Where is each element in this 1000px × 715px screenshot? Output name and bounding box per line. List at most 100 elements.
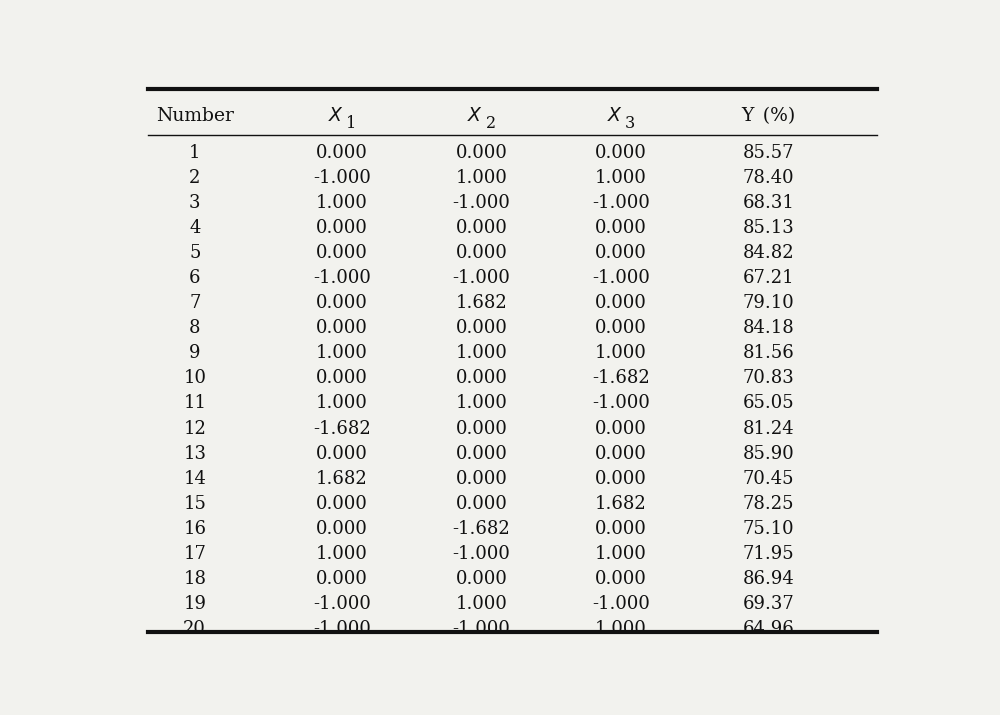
- Text: 1.000: 1.000: [595, 545, 647, 563]
- Text: -1.000: -1.000: [313, 620, 371, 638]
- Text: 0.000: 0.000: [316, 320, 368, 337]
- Text: 4: 4: [189, 219, 200, 237]
- Text: 0.000: 0.000: [456, 370, 507, 388]
- Text: 0.000: 0.000: [595, 219, 647, 237]
- Text: 0.000: 0.000: [456, 244, 507, 262]
- Text: 75.10: 75.10: [742, 520, 794, 538]
- Text: 1.000: 1.000: [595, 169, 647, 187]
- Text: 0.000: 0.000: [456, 445, 507, 463]
- Text: 2: 2: [189, 169, 200, 187]
- Text: 70.83: 70.83: [742, 370, 794, 388]
- Text: 17: 17: [183, 545, 206, 563]
- Text: 1.000: 1.000: [456, 395, 507, 413]
- Text: 1: 1: [189, 144, 200, 162]
- Text: 1.000: 1.000: [316, 345, 368, 363]
- Text: 10: 10: [183, 370, 206, 388]
- Text: 64.96: 64.96: [742, 620, 794, 638]
- Text: 20: 20: [183, 620, 206, 638]
- Text: 0.000: 0.000: [456, 470, 507, 488]
- Text: 65.05: 65.05: [742, 395, 794, 413]
- Text: 0.000: 0.000: [316, 295, 368, 312]
- Text: 81.56: 81.56: [742, 345, 794, 363]
- Text: 1.000: 1.000: [456, 345, 507, 363]
- Text: 15: 15: [183, 495, 206, 513]
- Text: 79.10: 79.10: [742, 295, 794, 312]
- Text: 0.000: 0.000: [316, 570, 368, 588]
- Text: 0.000: 0.000: [456, 420, 507, 438]
- Text: 0.000: 0.000: [316, 495, 368, 513]
- Text: 1.000: 1.000: [316, 545, 368, 563]
- Text: 16: 16: [183, 520, 206, 538]
- Text: 0.000: 0.000: [595, 144, 647, 162]
- Text: 81.24: 81.24: [742, 420, 794, 438]
- Text: 0.000: 0.000: [316, 445, 368, 463]
- Text: 11: 11: [183, 395, 206, 413]
- Text: 0.000: 0.000: [595, 320, 647, 337]
- Text: -1.000: -1.000: [313, 595, 371, 613]
- Text: 2: 2: [486, 114, 496, 132]
- Text: 0.000: 0.000: [595, 520, 647, 538]
- Text: 0.000: 0.000: [595, 570, 647, 588]
- Text: -1.000: -1.000: [313, 169, 371, 187]
- Text: Y (%): Y (%): [741, 107, 795, 125]
- Text: 85.90: 85.90: [742, 445, 794, 463]
- Text: -1.000: -1.000: [453, 194, 510, 212]
- Text: -1.682: -1.682: [453, 520, 510, 538]
- Text: 5: 5: [189, 244, 200, 262]
- Text: 0.000: 0.000: [456, 144, 507, 162]
- Text: 0.000: 0.000: [595, 295, 647, 312]
- Text: 69.37: 69.37: [742, 595, 794, 613]
- Text: 3: 3: [625, 114, 635, 132]
- Text: 0.000: 0.000: [456, 570, 507, 588]
- Text: 67.21: 67.21: [742, 270, 794, 287]
- Text: 19: 19: [183, 595, 206, 613]
- Text: -1.000: -1.000: [453, 270, 510, 287]
- Text: -1.000: -1.000: [453, 545, 510, 563]
- Text: 1.682: 1.682: [316, 470, 368, 488]
- Text: 1.000: 1.000: [316, 395, 368, 413]
- Text: 1.000: 1.000: [456, 595, 507, 613]
- Text: -1.000: -1.000: [592, 270, 650, 287]
- Text: 18: 18: [183, 570, 206, 588]
- Text: 3: 3: [189, 194, 200, 212]
- Text: 0.000: 0.000: [316, 219, 368, 237]
- Text: 85.13: 85.13: [742, 219, 794, 237]
- Text: $X$: $X$: [328, 107, 344, 125]
- Text: -1.000: -1.000: [592, 194, 650, 212]
- Text: 14: 14: [183, 470, 206, 488]
- Text: $X$: $X$: [467, 107, 483, 125]
- Text: 0.000: 0.000: [456, 219, 507, 237]
- Text: 1.000: 1.000: [595, 345, 647, 363]
- Text: 1.000: 1.000: [595, 620, 647, 638]
- Text: 7: 7: [189, 295, 200, 312]
- Text: 1: 1: [346, 114, 356, 132]
- Text: 0.000: 0.000: [595, 420, 647, 438]
- Text: 84.82: 84.82: [742, 244, 794, 262]
- Text: 0.000: 0.000: [595, 470, 647, 488]
- Text: 85.57: 85.57: [742, 144, 794, 162]
- Text: 0.000: 0.000: [595, 244, 647, 262]
- Text: -1.000: -1.000: [592, 395, 650, 413]
- Text: 0.000: 0.000: [456, 495, 507, 513]
- Text: 0.000: 0.000: [316, 370, 368, 388]
- Text: 1.682: 1.682: [456, 295, 507, 312]
- Text: $X$: $X$: [607, 107, 623, 125]
- Text: -1.000: -1.000: [313, 270, 371, 287]
- Text: 1.000: 1.000: [456, 169, 507, 187]
- Text: 1.000: 1.000: [316, 194, 368, 212]
- Text: -1.000: -1.000: [592, 595, 650, 613]
- Text: 0.000: 0.000: [456, 320, 507, 337]
- Text: 70.45: 70.45: [742, 470, 794, 488]
- Text: 1.682: 1.682: [595, 495, 647, 513]
- Text: 78.25: 78.25: [742, 495, 794, 513]
- Text: 84.18: 84.18: [742, 320, 794, 337]
- Text: -1.682: -1.682: [313, 420, 371, 438]
- Text: 68.31: 68.31: [742, 194, 794, 212]
- Text: 78.40: 78.40: [742, 169, 794, 187]
- Text: 6: 6: [189, 270, 200, 287]
- Text: Number: Number: [156, 107, 234, 125]
- Text: -1.682: -1.682: [592, 370, 650, 388]
- Text: 8: 8: [189, 320, 200, 337]
- Text: 9: 9: [189, 345, 200, 363]
- Text: 86.94: 86.94: [742, 570, 794, 588]
